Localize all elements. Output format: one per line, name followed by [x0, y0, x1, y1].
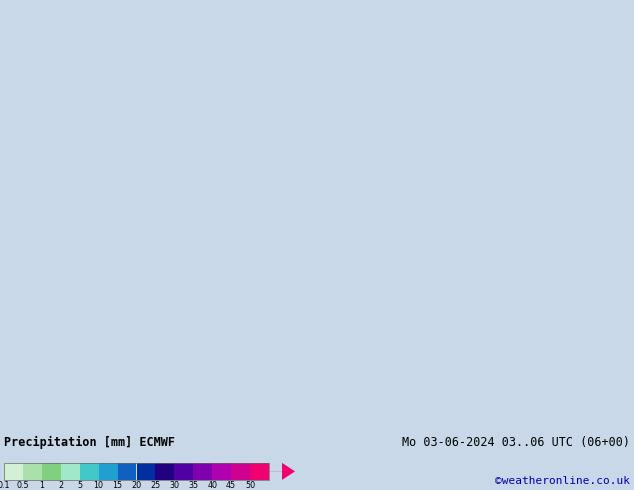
Bar — [193, 463, 212, 480]
Text: 1: 1 — [39, 481, 44, 490]
Text: 30: 30 — [169, 481, 179, 490]
Text: 10: 10 — [94, 481, 103, 490]
Bar — [23, 463, 42, 480]
Text: 40: 40 — [207, 481, 217, 490]
Text: ©weatheronline.co.uk: ©weatheronline.co.uk — [495, 476, 630, 486]
Text: 50: 50 — [245, 481, 255, 490]
Text: 0.1: 0.1 — [0, 481, 10, 490]
Text: 20: 20 — [131, 481, 141, 490]
Bar — [174, 463, 193, 480]
Text: 15: 15 — [112, 481, 122, 490]
Bar — [61, 463, 80, 480]
Bar — [155, 463, 174, 480]
Bar — [231, 463, 250, 480]
Text: 2: 2 — [58, 481, 63, 490]
Text: Mo 03-06-2024 03..06 UTC (06+00): Mo 03-06-2024 03..06 UTC (06+00) — [402, 436, 630, 449]
Bar — [212, 463, 231, 480]
Bar — [117, 463, 136, 480]
Text: 0.5: 0.5 — [16, 481, 29, 490]
Bar — [80, 463, 99, 480]
Bar — [250, 463, 269, 480]
Text: Precipitation [mm] ECMWF: Precipitation [mm] ECMWF — [4, 436, 175, 449]
FancyArrow shape — [269, 463, 295, 480]
Bar — [136, 463, 155, 480]
Bar — [4, 463, 23, 480]
Text: 35: 35 — [188, 481, 198, 490]
Text: 25: 25 — [150, 481, 160, 490]
Bar — [99, 463, 117, 480]
Bar — [4, 463, 269, 480]
Bar — [42, 463, 61, 480]
Text: 5: 5 — [77, 481, 82, 490]
Text: 45: 45 — [226, 481, 236, 490]
